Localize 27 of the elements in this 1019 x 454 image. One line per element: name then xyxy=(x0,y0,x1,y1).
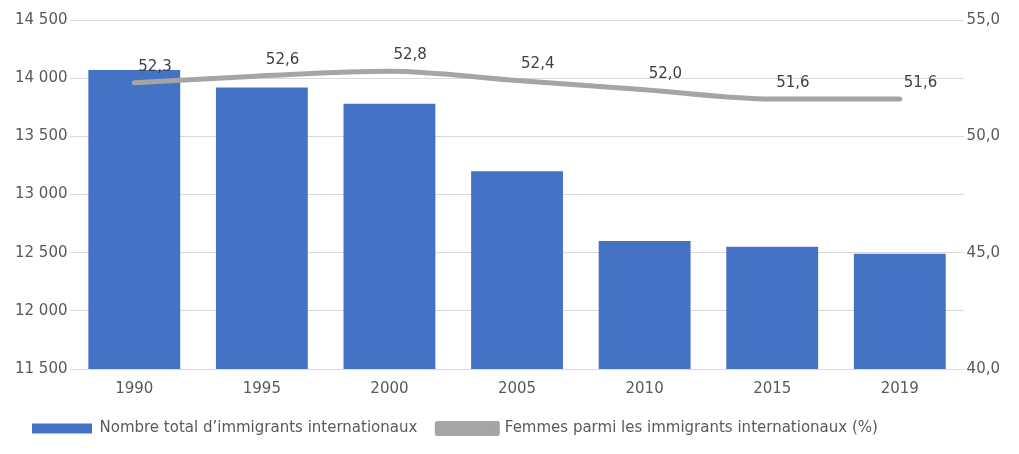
legend-label: Femmes parmi les immigrants internationaux (%) xyxy=(504,418,878,437)
data-label: 52,0 xyxy=(648,63,683,82)
data-label: 52,8 xyxy=(393,45,427,64)
x-tick-label: 2000 xyxy=(370,378,409,397)
x-tick-label: 2010 xyxy=(625,378,664,397)
y-tick-label: 11 500 xyxy=(14,358,68,377)
y-tick-label: 14 500 xyxy=(14,9,68,28)
y2-tick-label: 40,0 xyxy=(966,358,1001,377)
legend-label: Nombre total d’immigrants internationaux xyxy=(99,418,418,437)
x-tick-label: 1990 xyxy=(115,378,154,397)
y2-tick-label: 55,0 xyxy=(966,9,1001,28)
x-tick-label: 2015 xyxy=(753,378,792,397)
data-label: 51,6 xyxy=(903,73,938,91)
y-tick-label: 13 500 xyxy=(14,126,68,145)
x-tick-label: 1995 xyxy=(242,378,281,397)
y-tick-label: 12 500 xyxy=(14,242,68,261)
x-tick-label: 2005 xyxy=(497,378,537,397)
data-label: 51,6 xyxy=(776,73,810,91)
y-tick-label: 14 000 xyxy=(14,68,68,87)
x-tick-label: 2019 xyxy=(880,378,919,397)
y-tick-label: 13 000 xyxy=(14,184,68,203)
y2-tick-label: 45,0 xyxy=(966,242,1001,261)
y2-tick-label: 50,0 xyxy=(966,126,1001,145)
data-label: 52,3 xyxy=(138,56,172,75)
data-label: 52,6 xyxy=(265,49,300,68)
y-tick-label: 12 000 xyxy=(14,300,68,319)
data-label: 52,4 xyxy=(521,54,555,73)
